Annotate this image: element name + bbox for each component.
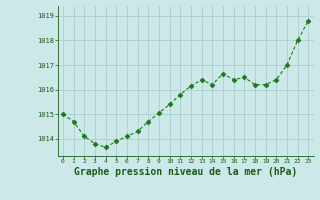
- X-axis label: Graphe pression niveau de la mer (hPa): Graphe pression niveau de la mer (hPa): [74, 167, 297, 177]
